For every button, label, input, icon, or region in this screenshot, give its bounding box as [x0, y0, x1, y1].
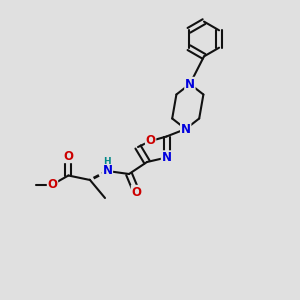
Text: H: H: [103, 158, 111, 166]
Text: N: N: [161, 151, 172, 164]
Text: O: O: [146, 134, 156, 148]
Text: O: O: [47, 178, 58, 191]
Text: N: N: [102, 164, 112, 178]
Text: N: N: [185, 77, 195, 91]
Text: O: O: [63, 149, 74, 163]
Text: N: N: [181, 122, 191, 136]
Text: O: O: [131, 185, 142, 199]
